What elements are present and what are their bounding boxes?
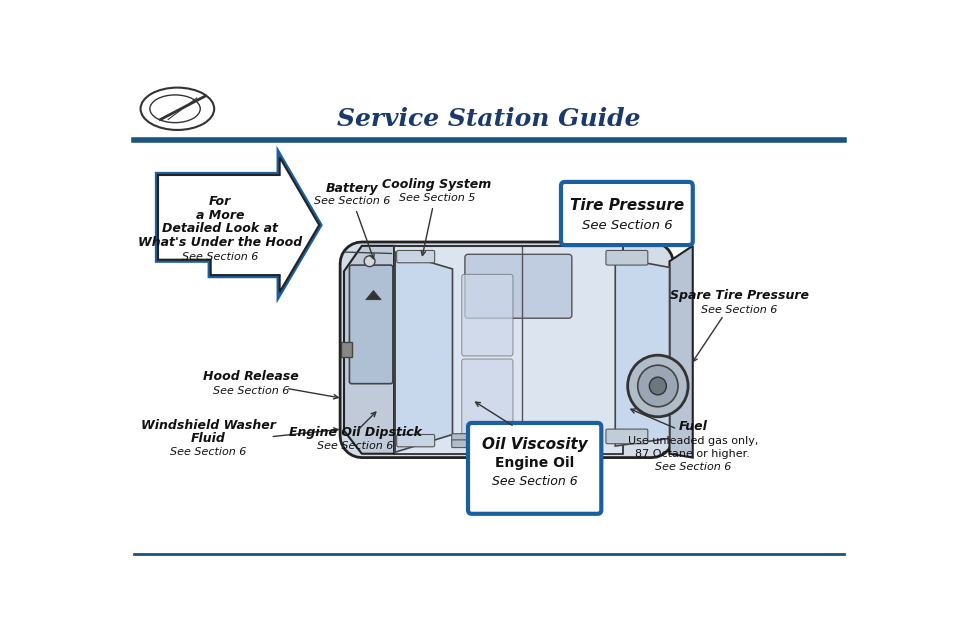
FancyBboxPatch shape (605, 250, 647, 265)
Text: See Section 5: See Section 5 (398, 193, 475, 203)
Text: 87 Octane or higher.: 87 Octane or higher. (635, 448, 749, 459)
Polygon shape (669, 246, 692, 457)
Text: Engine Oil Dipstick: Engine Oil Dipstick (289, 426, 421, 439)
Polygon shape (394, 246, 622, 454)
Polygon shape (365, 290, 381, 300)
Circle shape (364, 256, 375, 267)
Polygon shape (395, 252, 452, 452)
Text: Hood Release: Hood Release (203, 370, 298, 383)
Polygon shape (340, 342, 352, 357)
FancyBboxPatch shape (452, 440, 584, 448)
Ellipse shape (637, 365, 678, 407)
Polygon shape (344, 246, 394, 454)
Polygon shape (340, 242, 673, 457)
Text: Service Station Guide: Service Station Guide (336, 107, 640, 131)
Text: See Section 6: See Section 6 (581, 219, 672, 233)
Text: See Section 6: See Section 6 (317, 441, 394, 451)
Polygon shape (158, 157, 319, 292)
FancyBboxPatch shape (461, 359, 513, 441)
FancyBboxPatch shape (560, 182, 692, 245)
Polygon shape (158, 157, 319, 292)
Text: See Section 6: See Section 6 (314, 196, 390, 206)
Text: See Section 6: See Section 6 (491, 475, 577, 488)
FancyBboxPatch shape (605, 429, 647, 444)
FancyBboxPatch shape (452, 434, 584, 441)
Ellipse shape (627, 355, 687, 417)
Text: See Section 6: See Section 6 (170, 447, 246, 457)
FancyBboxPatch shape (468, 423, 600, 514)
Text: See Section 6: See Section 6 (700, 304, 777, 315)
Polygon shape (615, 257, 669, 446)
FancyBboxPatch shape (461, 275, 513, 356)
Text: See Section 6: See Section 6 (182, 252, 258, 262)
Text: Use unleaded gas only,: Use unleaded gas only, (627, 436, 757, 446)
Text: See Section 6: See Section 6 (213, 385, 289, 396)
FancyBboxPatch shape (349, 265, 393, 383)
Text: What's Under the Hood: What's Under the Hood (138, 236, 302, 249)
Text: Engine Oil: Engine Oil (495, 456, 574, 470)
Text: Spare Tire Pressure: Spare Tire Pressure (669, 289, 808, 303)
Text: Tire Pressure: Tire Pressure (569, 198, 683, 213)
Text: Fluid: Fluid (191, 432, 226, 445)
FancyBboxPatch shape (464, 254, 571, 318)
FancyBboxPatch shape (396, 250, 435, 263)
Text: Windshield Washer: Windshield Washer (141, 419, 275, 432)
Text: Fuel: Fuel (678, 420, 706, 433)
Text: Cooling System: Cooling System (382, 178, 491, 190)
FancyBboxPatch shape (396, 434, 435, 447)
Ellipse shape (649, 377, 666, 395)
Text: a More: a More (195, 208, 244, 222)
Text: See Section 6: See Section 6 (654, 462, 730, 472)
FancyArrowPatch shape (344, 252, 391, 254)
Text: Battery: Battery (325, 182, 377, 194)
Text: Oil Viscosity: Oil Viscosity (481, 437, 587, 452)
Text: Detailed Look at: Detailed Look at (162, 222, 277, 236)
Text: For: For (209, 195, 231, 208)
